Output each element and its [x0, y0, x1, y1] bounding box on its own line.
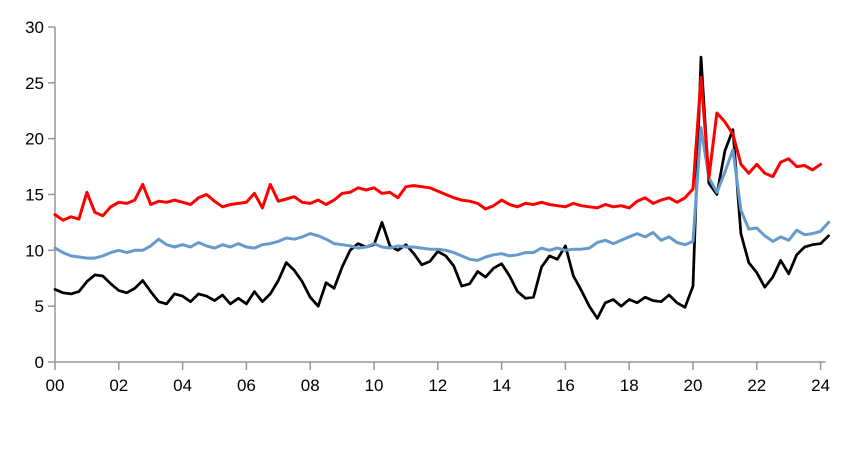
x-tick-label: 00 — [46, 376, 65, 395]
x-tick-label: 18 — [620, 376, 639, 395]
x-tick-label: 16 — [556, 376, 575, 395]
x-tick-label: 04 — [173, 376, 192, 395]
series-line-uk — [53, 55, 830, 320]
y-tick-label: 5 — [35, 297, 44, 316]
y-tick-label: 10 — [25, 241, 44, 260]
x-tick-label: 06 — [237, 376, 256, 395]
plot-area: 0 5 10 15 20 25 30 00 02 04 06 08 10 12 14 16 18 20 22 24 — [25, 18, 831, 395]
y-tick-label: 30 — [25, 18, 44, 37]
y-tick-label: 25 — [25, 74, 44, 93]
x-tick-label: 10 — [365, 376, 384, 395]
x-tick-label: 12 — [428, 376, 447, 395]
chart-legend: UK Household savings rate, % Germany Fra… — [0, 430, 852, 460]
x-tick-label: 20 — [684, 376, 703, 395]
x-tick-label: 22 — [747, 376, 766, 395]
x-tick-label: 02 — [109, 376, 128, 395]
y-tick-label: 0 — [35, 353, 44, 372]
series-line-germany — [53, 126, 831, 262]
y-tick-label: 20 — [25, 130, 44, 149]
x-tick-label: 08 — [301, 376, 320, 395]
x-tick-label: 14 — [492, 376, 511, 395]
y-tick-label: 15 — [25, 185, 44, 204]
x-tick-label: 24 — [811, 376, 830, 395]
series-line-france — [53, 75, 823, 222]
